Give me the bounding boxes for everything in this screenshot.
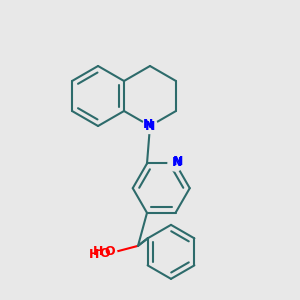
Text: O: O — [100, 247, 110, 260]
Circle shape — [102, 246, 117, 261]
Circle shape — [168, 156, 183, 171]
Text: O: O — [104, 245, 115, 258]
Text: N: N — [143, 118, 154, 131]
Text: H: H — [93, 245, 103, 258]
Text: N: N — [172, 156, 182, 169]
Circle shape — [142, 118, 158, 134]
Text: N: N — [173, 154, 184, 168]
Text: N: N — [145, 119, 155, 133]
Text: H: H — [89, 248, 100, 261]
